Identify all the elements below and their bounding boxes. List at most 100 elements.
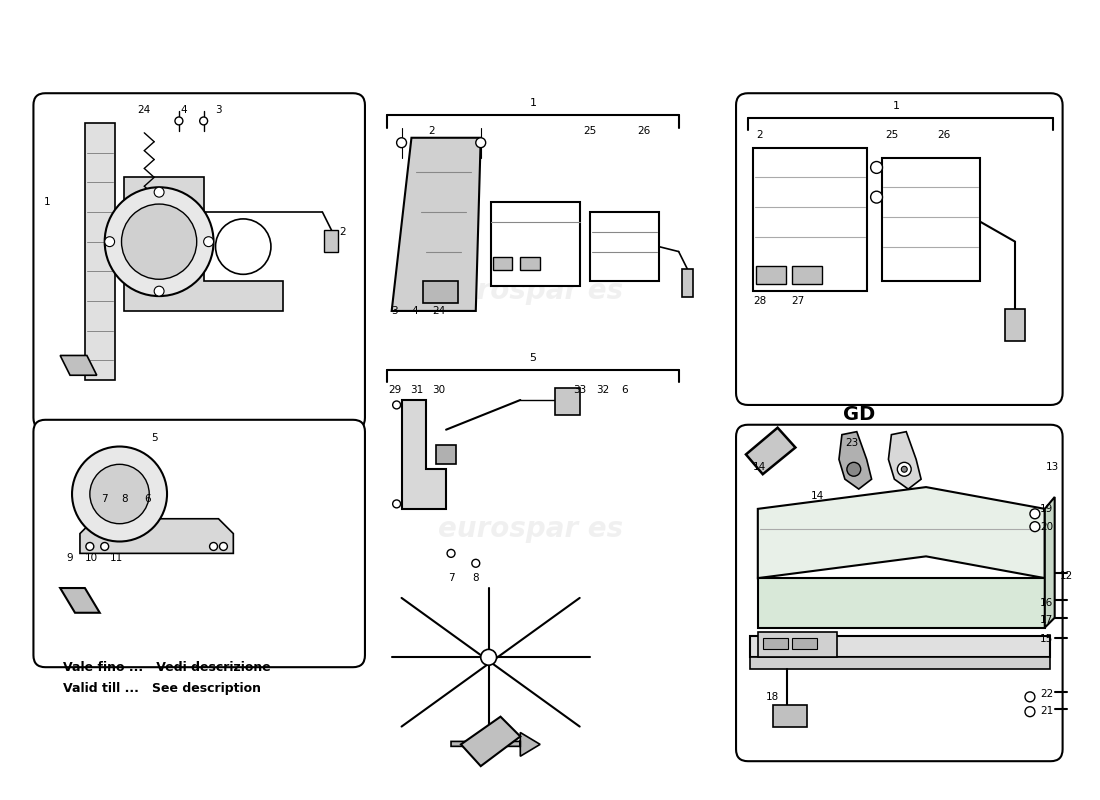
- Text: 14: 14: [811, 491, 824, 501]
- Bar: [493, 257, 513, 270]
- Text: 3: 3: [216, 105, 222, 115]
- Circle shape: [204, 237, 213, 246]
- Text: 15: 15: [1041, 634, 1054, 645]
- Text: 8: 8: [473, 573, 480, 583]
- Circle shape: [90, 464, 150, 524]
- Text: eurospar es: eurospar es: [86, 514, 272, 542]
- Circle shape: [101, 542, 109, 550]
- Text: 30: 30: [432, 385, 446, 395]
- Bar: [590, 212, 659, 282]
- Text: 19: 19: [1041, 504, 1054, 514]
- Polygon shape: [554, 388, 580, 415]
- Bar: [756, 266, 785, 284]
- Text: 29: 29: [388, 385, 401, 395]
- Text: eurospar es: eurospar es: [438, 277, 623, 305]
- Polygon shape: [758, 578, 1045, 628]
- Text: 4: 4: [411, 306, 418, 316]
- Circle shape: [472, 559, 480, 567]
- Circle shape: [72, 446, 167, 542]
- Polygon shape: [461, 717, 520, 766]
- Circle shape: [210, 542, 218, 550]
- Circle shape: [154, 187, 164, 197]
- Circle shape: [175, 117, 183, 125]
- Circle shape: [121, 204, 197, 279]
- Polygon shape: [750, 658, 1049, 669]
- Text: 28: 28: [754, 296, 767, 306]
- Text: 5: 5: [151, 433, 157, 442]
- Bar: [437, 445, 456, 464]
- Circle shape: [393, 401, 400, 409]
- Text: 2: 2: [757, 130, 763, 140]
- Bar: [520, 257, 540, 270]
- Polygon shape: [451, 733, 540, 756]
- Circle shape: [104, 237, 114, 246]
- Text: 21: 21: [1041, 706, 1054, 716]
- Bar: [792, 266, 822, 284]
- Text: 25: 25: [583, 126, 596, 136]
- Circle shape: [870, 162, 882, 174]
- Circle shape: [104, 187, 213, 296]
- Text: 5: 5: [530, 354, 537, 363]
- Polygon shape: [60, 355, 97, 375]
- Text: 20: 20: [1041, 522, 1054, 532]
- Text: 26: 26: [637, 126, 650, 136]
- Text: 17: 17: [1041, 614, 1054, 625]
- Circle shape: [476, 138, 486, 148]
- Bar: [1005, 309, 1025, 341]
- Circle shape: [397, 138, 407, 148]
- Polygon shape: [758, 487, 1045, 578]
- Text: 22: 22: [1041, 689, 1054, 699]
- Polygon shape: [889, 432, 921, 489]
- Polygon shape: [839, 432, 871, 489]
- Bar: [112, 446, 126, 464]
- Polygon shape: [60, 588, 100, 613]
- Text: 11: 11: [110, 554, 123, 563]
- Bar: [762, 638, 788, 650]
- Circle shape: [1030, 509, 1040, 518]
- Text: 4: 4: [180, 105, 187, 115]
- Bar: [772, 705, 807, 726]
- Polygon shape: [746, 428, 795, 474]
- Bar: [881, 158, 980, 282]
- Circle shape: [220, 542, 228, 550]
- Text: 33: 33: [573, 385, 586, 395]
- Circle shape: [901, 466, 908, 472]
- Circle shape: [481, 650, 496, 666]
- Text: 24: 24: [432, 306, 446, 316]
- Bar: [324, 230, 338, 251]
- Text: 7: 7: [101, 494, 108, 504]
- Text: 1: 1: [893, 101, 900, 111]
- FancyBboxPatch shape: [33, 420, 365, 667]
- Circle shape: [154, 286, 164, 296]
- Bar: [491, 202, 580, 286]
- Text: 3: 3: [392, 306, 398, 316]
- Bar: [424, 282, 458, 303]
- Text: eurospar es: eurospar es: [774, 544, 959, 572]
- Text: 24: 24: [138, 105, 151, 115]
- Polygon shape: [124, 178, 283, 311]
- Text: 2: 2: [339, 226, 345, 237]
- Text: 27: 27: [791, 296, 804, 306]
- Circle shape: [447, 550, 455, 558]
- Text: 12: 12: [1060, 571, 1074, 581]
- Polygon shape: [758, 631, 837, 658]
- FancyBboxPatch shape: [736, 425, 1063, 761]
- FancyBboxPatch shape: [33, 94, 365, 430]
- Polygon shape: [750, 635, 1049, 658]
- Text: 25: 25: [884, 130, 898, 140]
- Text: 1: 1: [530, 98, 537, 108]
- Text: 26: 26: [937, 130, 950, 140]
- Polygon shape: [1045, 497, 1055, 628]
- Polygon shape: [392, 138, 481, 311]
- Text: 9: 9: [67, 554, 74, 563]
- Text: eurospar es: eurospar es: [86, 277, 272, 305]
- Text: 8: 8: [121, 494, 128, 504]
- Polygon shape: [85, 123, 114, 380]
- Circle shape: [1025, 692, 1035, 702]
- Text: eurospar es: eurospar es: [438, 514, 623, 542]
- Text: GD: GD: [843, 406, 874, 424]
- Bar: [792, 638, 817, 650]
- Polygon shape: [402, 400, 447, 509]
- Circle shape: [870, 191, 882, 203]
- Text: 6: 6: [620, 385, 627, 395]
